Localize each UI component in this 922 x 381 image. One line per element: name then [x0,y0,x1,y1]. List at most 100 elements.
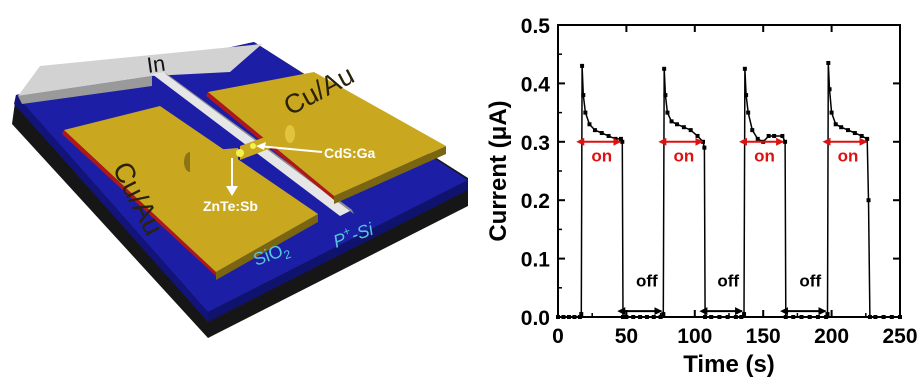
substrate-edge [14,95,208,322]
left-pad-side [216,214,318,280]
data-point [739,315,744,319]
data-point [620,139,625,144]
data-point [791,315,796,319]
data-point [631,315,636,319]
data-point [839,125,844,130]
data-point [620,315,625,319]
data-point [662,66,667,71]
left-pad [64,106,318,272]
data-point [889,315,894,319]
left-pad-red-edge [62,130,216,276]
on-label: on [838,146,859,165]
on-off-annotations: on on on on off off off [576,137,868,316]
data-point [742,66,747,71]
off-label: off [636,272,658,291]
data-point [772,133,777,138]
y-tick-labels: 0.0 0.1 0.2 0.3 0.4 0.5 [521,15,551,330]
data-point [566,315,571,319]
x-tick-label: 100 [677,325,712,348]
data-point [669,119,674,124]
data-point [799,315,804,319]
right-pad-side [334,146,446,204]
data-point [833,122,838,127]
cds-ga-label: CdS:Ga [324,145,376,161]
junction-glow [236,149,244,157]
data-point [824,315,829,319]
data-point [750,128,755,133]
data-point [827,87,832,92]
cds-wire [240,128,292,160]
znte-pointer-head [226,186,238,196]
data-point [881,315,886,319]
data-point [733,315,738,319]
data-point [815,315,820,319]
znte-wire [190,148,238,172]
data-series [556,60,902,319]
indium-label: In [145,51,167,78]
data-point [592,128,597,133]
data-point [865,136,870,141]
y-axis-label: Current (μA) [485,100,512,241]
data-point [651,315,656,319]
data-point [688,128,693,133]
junction-dot [250,143,256,149]
data-point [783,139,788,144]
data-point [556,315,560,319]
data-point [766,133,771,138]
data-point [703,315,708,319]
data-point [825,312,830,317]
data-point [852,131,857,136]
data-point [744,93,749,98]
data-point [746,110,751,115]
y-tick-label: 0.4 [521,73,551,96]
data-point [709,315,714,319]
data-point [867,315,872,319]
cds-pointer [257,145,323,153]
on-label: on [754,146,775,165]
data-point [755,136,760,141]
x-tick-label: 200 [814,325,849,348]
x-tick-label: 0 [552,325,564,348]
on-label: on [591,146,612,165]
znte-sb-label: ZnTe:Sb [203,198,258,214]
data-point [561,315,566,319]
data-point [873,315,878,319]
indium-electrode-side [18,76,152,104]
right-pad [208,72,446,196]
data-point [725,315,730,319]
cds-wire-end [285,125,295,143]
data-point [599,131,604,136]
data-point [577,315,582,319]
data-point [661,312,666,317]
data-point [695,133,700,138]
data-point [846,128,851,133]
on-label: on [673,146,694,165]
data-point [866,198,871,203]
y-tick-label: 0.0 [521,307,550,330]
data-point [644,315,649,319]
data-point [898,315,902,319]
data-point [665,110,670,115]
data-point [658,315,663,319]
x-tick-labels: 0 50 100 150 200 250 [552,325,917,348]
data-point [580,63,585,68]
device-schematic: In Cu/Au Cu/Au CdS:Ga ZnTe:Sb SiO2 P+-Si [12,42,468,338]
data-point [826,60,831,65]
data-point [829,110,834,115]
x-tick-label: 250 [882,325,917,348]
x-tick-label: 150 [746,325,781,348]
y-tick-label: 0.2 [521,190,550,213]
cds-pointer-head [256,142,266,150]
data-point [581,93,586,98]
data-point [717,315,722,319]
data-point [780,133,785,138]
data-point [583,110,588,115]
y-tick-label: 0.1 [521,249,551,272]
data-point [624,315,629,319]
data-point [859,133,864,138]
data-point [675,122,680,127]
off-label: off [799,272,821,291]
data-point [783,315,788,319]
data-point [807,315,812,319]
data-point [742,312,747,317]
